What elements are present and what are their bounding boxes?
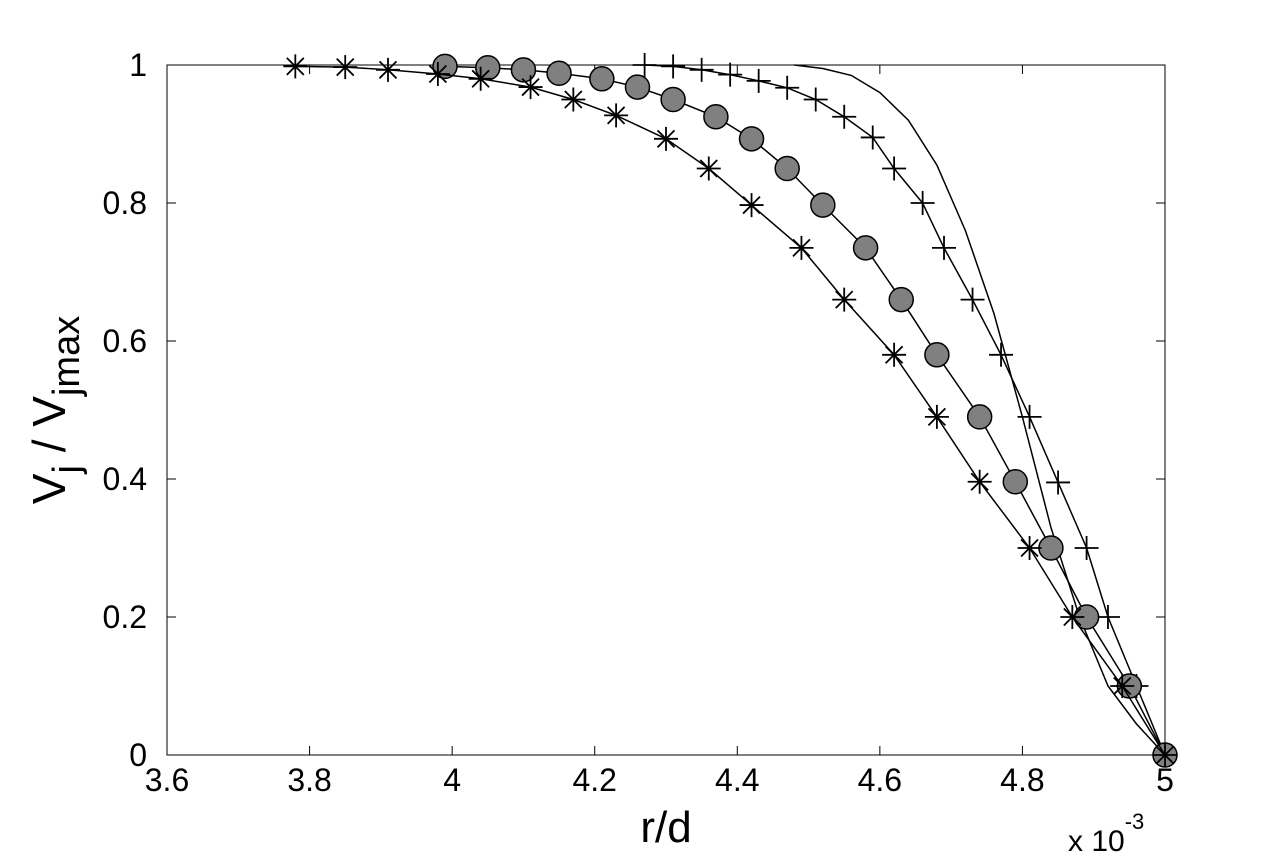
plus-marker	[1095, 605, 1120, 629]
series-asterisk	[283, 54, 1177, 767]
asterisk-marker	[1017, 536, 1042, 560]
y-tick-label: 1	[129, 47, 147, 83]
series-layer	[283, 53, 1178, 768]
plot-area	[166, 64, 1166, 756]
y-tick-label: 0.4	[103, 461, 147, 497]
asterisk-marker	[375, 57, 400, 82]
series-circle	[432, 53, 1178, 768]
circle-marker	[852, 235, 879, 261]
circle-marker	[966, 404, 993, 430]
series-line	[794, 64, 1166, 756]
asterisk-marker	[561, 87, 586, 112]
circle-marker	[1038, 535, 1064, 561]
x-tick-label: 4.6	[858, 762, 902, 798]
series-none	[794, 64, 1166, 756]
plus-marker	[1046, 470, 1071, 495]
asterisk-marker	[967, 469, 992, 494]
x-tick-label: 4.2	[572, 762, 616, 798]
y-tick-label: 0.8	[103, 185, 147, 221]
plus-marker	[746, 68, 771, 93]
plus-marker	[832, 104, 857, 129]
y-axis-title-main: V	[23, 473, 75, 504]
asterisk-marker	[468, 66, 493, 91]
plus-marker	[1074, 536, 1099, 560]
y-axis-title-sub2: jmax	[46, 316, 88, 397]
x-tick-label: 3.6	[145, 762, 189, 798]
plus-marker	[1017, 404, 1042, 429]
asterisk-marker	[739, 193, 764, 218]
plus-marker	[932, 235, 957, 260]
y-axis-tick-labels: 0 0.2 0.4 0.6 0.8 1	[103, 47, 147, 773]
series-plus	[632, 53, 1177, 767]
asterisk-marker	[832, 287, 857, 312]
series-line	[644, 64, 1166, 756]
plus-marker	[989, 342, 1014, 367]
x-axis-title: r/d	[640, 803, 691, 852]
asterisk-marker	[789, 235, 814, 260]
x-axis-multiplier-exponent: -3	[1125, 809, 1145, 834]
asterisk-marker	[882, 342, 907, 367]
x-axis-multiplier: x 10-3	[1068, 809, 1144, 857]
asterisk-marker	[1153, 743, 1177, 767]
x-axis-tick-labels: 3.6 3.8 4 4.2 4.4 4.6 4.8 5	[145, 762, 1174, 798]
y-axis-title-mid: / V	[23, 396, 75, 465]
circle-marker	[738, 126, 765, 152]
circle-marker	[475, 55, 501, 81]
circle-marker	[810, 192, 836, 218]
circle-marker	[888, 286, 914, 313]
plus-marker	[860, 125, 885, 150]
circle-marker	[774, 155, 800, 182]
asterisk-marker	[924, 404, 949, 429]
plus-marker	[910, 191, 935, 215]
y-tick-label: 0.2	[103, 599, 147, 635]
circle-marker	[703, 104, 729, 130]
asterisk-marker	[654, 126, 678, 151]
circle-marker	[924, 342, 950, 368]
circle-marker	[510, 57, 537, 83]
asterisk-marker	[283, 54, 308, 79]
plus-marker	[882, 156, 907, 181]
plus-marker	[632, 53, 657, 77]
x-tick-label: 4.8	[1000, 762, 1044, 798]
x-axis-multiplier-base: x 10	[1068, 825, 1125, 857]
y-axis-title: Vj / Vjmax	[23, 316, 88, 504]
asterisk-marker	[333, 55, 358, 80]
x-tick-label: 4.4	[715, 762, 759, 798]
plus-marker	[775, 75, 800, 100]
plus-marker	[718, 62, 743, 87]
y-tick-label: 0.6	[103, 323, 147, 359]
circle-marker	[660, 86, 686, 113]
plus-marker	[689, 57, 714, 82]
y-tick-label: 0	[129, 737, 147, 773]
circle-marker	[546, 60, 572, 87]
asterisk-marker	[425, 61, 450, 86]
asterisk-marker	[696, 156, 721, 181]
y-axis-title-sub1: j	[46, 465, 88, 474]
x-tick-label: 3.8	[287, 762, 331, 798]
plus-marker	[803, 87, 828, 112]
x-tick-label: 5	[1156, 762, 1174, 798]
asterisk-marker	[1060, 605, 1085, 629]
plus-marker	[960, 287, 985, 312]
asterisk-marker	[1110, 674, 1135, 698]
circle-marker	[589, 66, 615, 92]
circle-marker	[1002, 469, 1029, 495]
circle-marker	[624, 74, 651, 100]
asterisk-marker	[518, 75, 543, 100]
plus-marker	[661, 54, 686, 79]
asterisk-marker	[604, 103, 629, 128]
x-tick-label: 4	[443, 762, 461, 798]
